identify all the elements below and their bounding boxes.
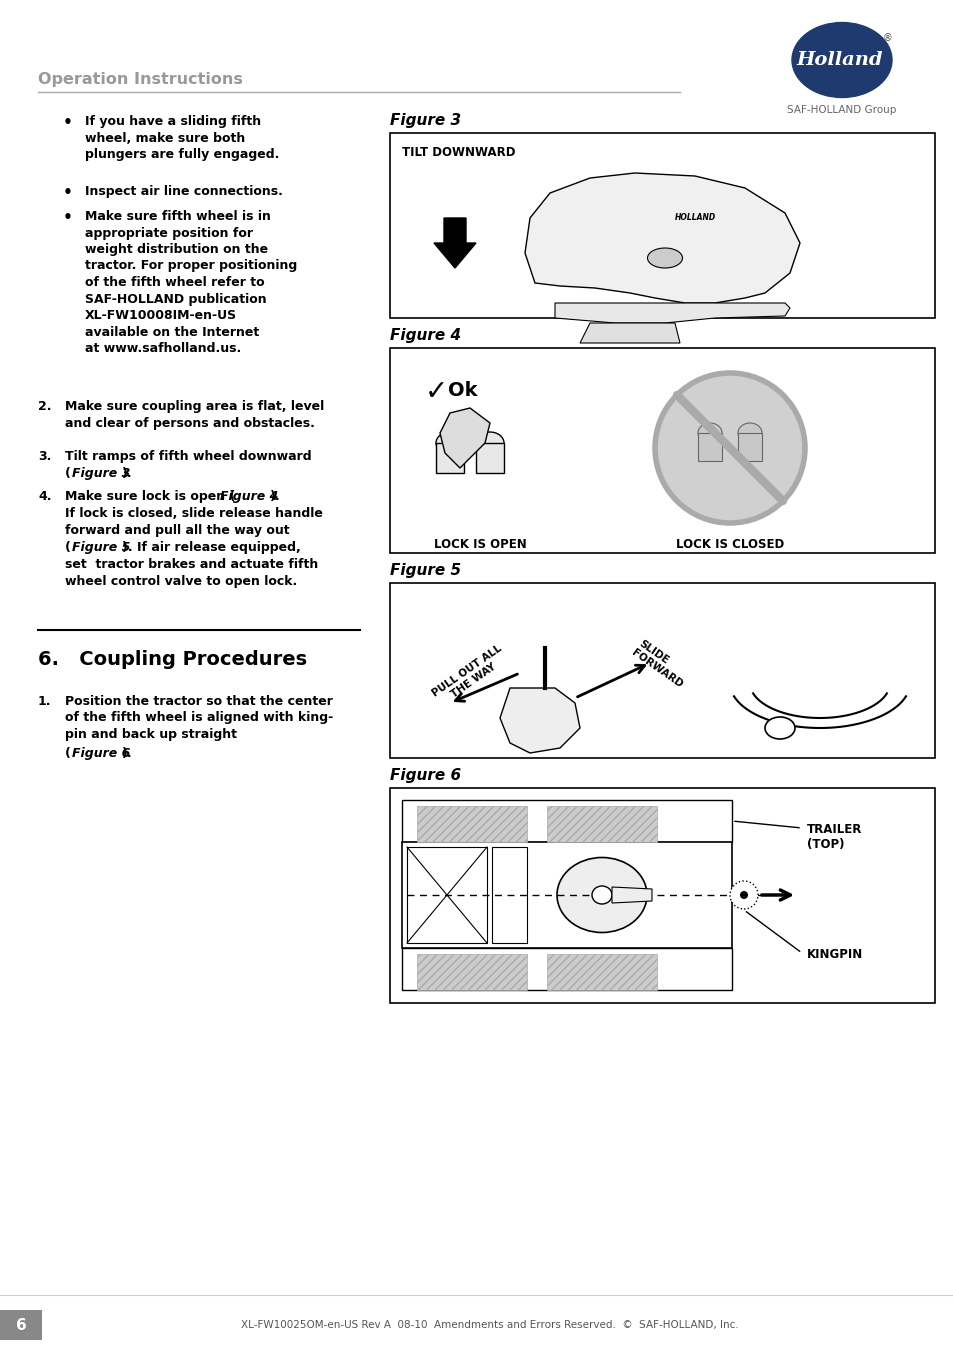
- Bar: [476, 442, 503, 473]
- Text: SLIDE
FORWARD: SLIDE FORWARD: [629, 638, 690, 689]
- Ellipse shape: [791, 23, 891, 97]
- Ellipse shape: [592, 886, 612, 904]
- Polygon shape: [555, 304, 789, 322]
- Bar: [0, 1310, 42, 1340]
- Text: wheel control valve to open lock.: wheel control valve to open lock.: [65, 575, 297, 588]
- Text: Operation Instructions: Operation Instructions: [38, 71, 243, 86]
- Text: TILT DOWNWARD: TILT DOWNWARD: [401, 146, 515, 159]
- Text: TRAILER
(TOP): TRAILER (TOP): [806, 823, 862, 851]
- Text: ®: ®: [882, 32, 892, 43]
- Text: ).: ).: [122, 467, 132, 480]
- Text: Make sure coupling area is flat, level
and clear of persons and obstacles.: Make sure coupling area is flat, level a…: [65, 401, 324, 429]
- Text: Figure 3: Figure 3: [390, 113, 460, 128]
- Text: 4.: 4.: [38, 490, 51, 503]
- Bar: [698, 433, 721, 461]
- Bar: [436, 442, 463, 473]
- Bar: [407, 847, 486, 943]
- Text: Make sure fifth wheel is in
appropriate position for
weight distribution on the
: Make sure fifth wheel is in appropriate …: [85, 210, 297, 355]
- Circle shape: [655, 374, 804, 523]
- Text: Holland: Holland: [796, 51, 882, 69]
- Text: Figure 3: Figure 3: [71, 467, 131, 480]
- Bar: [390, 348, 934, 553]
- Text: (: (: [65, 467, 71, 480]
- Text: HOLLAND: HOLLAND: [674, 213, 715, 223]
- Bar: [390, 583, 934, 758]
- Bar: [546, 954, 657, 990]
- Text: Figure 5: Figure 5: [71, 541, 131, 554]
- Text: LOCK IS OPEN: LOCK IS OPEN: [434, 538, 526, 550]
- Bar: [401, 948, 731, 990]
- Text: Tilt ramps of fifth wheel downward: Tilt ramps of fifth wheel downward: [65, 451, 312, 463]
- Text: 1.: 1.: [38, 695, 51, 708]
- Bar: [546, 805, 657, 842]
- Polygon shape: [439, 407, 490, 468]
- Text: Figure 4: Figure 4: [390, 328, 460, 343]
- Bar: [416, 954, 526, 990]
- Text: 6.   Coupling Procedures: 6. Coupling Procedures: [38, 650, 307, 669]
- Text: SAF-HOLLAND Group: SAF-HOLLAND Group: [786, 105, 896, 115]
- Text: ). If air release equipped,: ). If air release equipped,: [122, 541, 300, 554]
- Ellipse shape: [647, 248, 681, 268]
- Text: •: •: [63, 185, 72, 200]
- Text: Figure 6: Figure 6: [71, 747, 131, 759]
- Ellipse shape: [698, 424, 721, 442]
- Text: 6: 6: [15, 1318, 27, 1333]
- Ellipse shape: [764, 718, 794, 739]
- Circle shape: [740, 890, 747, 898]
- Text: If lock is closed, slide release handle: If lock is closed, slide release handle: [65, 507, 322, 519]
- Bar: [401, 800, 731, 842]
- Text: Make sure lock is open (: Make sure lock is open (: [65, 490, 235, 503]
- Text: •: •: [63, 115, 72, 130]
- Text: set  tractor brakes and actuate fifth: set tractor brakes and actuate fifth: [65, 558, 318, 571]
- Text: LOCK IS CLOSED: LOCK IS CLOSED: [675, 538, 783, 550]
- Text: ✓: ✓: [424, 378, 448, 406]
- Bar: [390, 134, 934, 318]
- Text: KINGPIN: KINGPIN: [806, 948, 862, 960]
- Polygon shape: [524, 173, 800, 304]
- FancyArrow shape: [434, 219, 476, 268]
- Text: (: (: [65, 747, 71, 759]
- Ellipse shape: [557, 858, 646, 932]
- Text: 2.: 2.: [38, 401, 51, 413]
- Bar: [492, 847, 526, 943]
- Text: 3.: 3.: [38, 451, 51, 463]
- Circle shape: [729, 881, 758, 909]
- Text: •: •: [63, 210, 72, 225]
- Ellipse shape: [436, 432, 463, 455]
- Text: Inspect air line connections.: Inspect air line connections.: [85, 185, 283, 198]
- Bar: [416, 805, 526, 842]
- Text: XL-FW10025OM-en-US Rev A  08-10  Amendments and Errors Reserved.  ©  SAF-HOLLAND: XL-FW10025OM-en-US Rev A 08-10 Amendment…: [241, 1321, 739, 1330]
- Text: Figure 6: Figure 6: [390, 768, 460, 782]
- Polygon shape: [612, 888, 651, 902]
- Text: Figure 4: Figure 4: [220, 490, 278, 503]
- Text: Position the tractor so that the center
of the fifth wheel is aligned with king-: Position the tractor so that the center …: [65, 695, 333, 741]
- Text: (: (: [65, 541, 71, 554]
- Text: ).: ).: [270, 490, 280, 503]
- Text: Figure 5: Figure 5: [390, 563, 460, 577]
- Text: ).: ).: [122, 747, 132, 759]
- Text: Ok: Ok: [448, 380, 477, 401]
- Bar: [401, 842, 731, 948]
- Text: PULL OUT ALL
THE WAY: PULL OUT ALL THE WAY: [430, 643, 510, 708]
- Polygon shape: [579, 322, 679, 343]
- Text: If you have a sliding fifth
wheel, make sure both
plungers are fully engaged.: If you have a sliding fifth wheel, make …: [85, 115, 279, 161]
- Polygon shape: [499, 688, 579, 753]
- Ellipse shape: [738, 424, 761, 442]
- Bar: [738, 433, 761, 461]
- Bar: [390, 788, 934, 1004]
- Text: forward and pull all the way out: forward and pull all the way out: [65, 523, 290, 537]
- Ellipse shape: [476, 432, 503, 455]
